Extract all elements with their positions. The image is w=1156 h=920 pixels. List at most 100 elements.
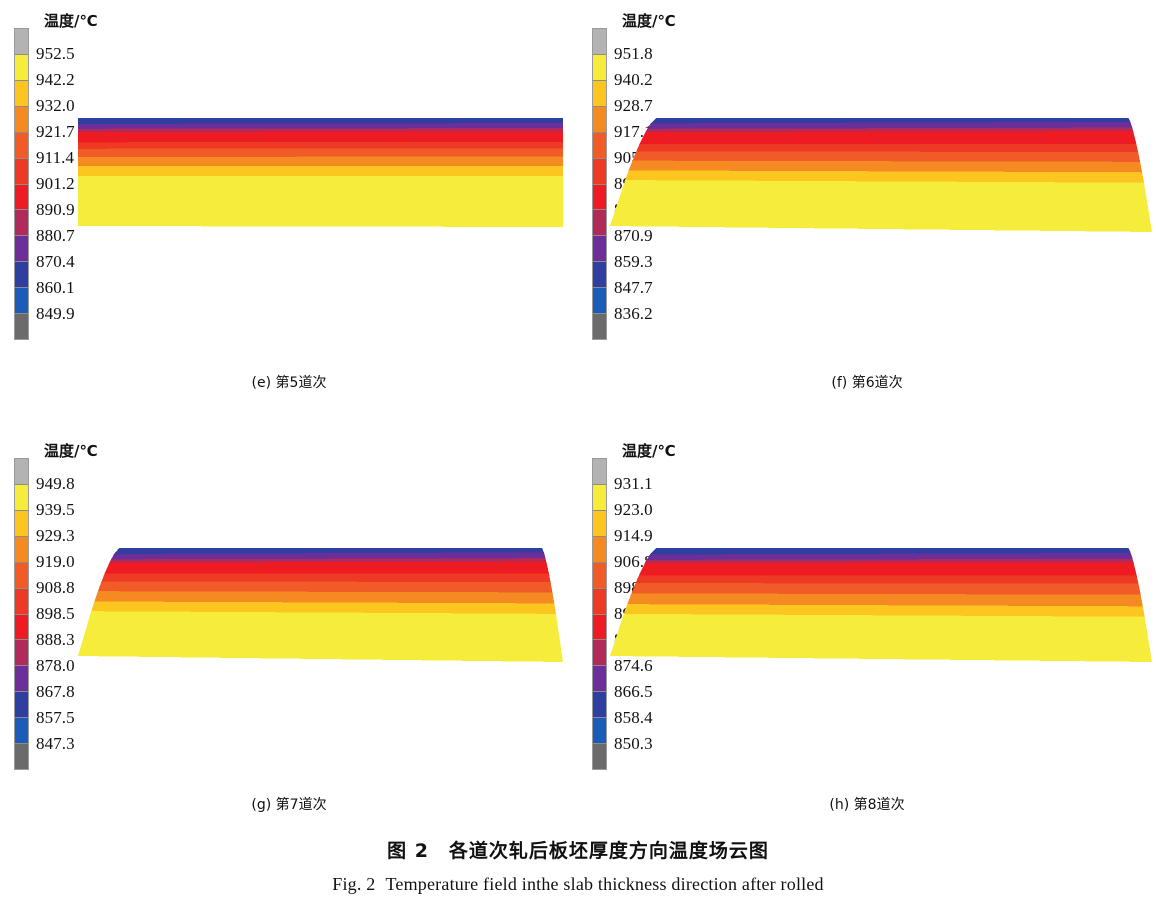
contour-band-4	[635, 575, 1139, 584]
colorbar-swatch-5	[15, 588, 28, 615]
colorbar-tick-label: 939.5	[36, 500, 75, 519]
colorbar-swatch-3	[593, 106, 606, 133]
panel-e: 温度/℃ 952.5 942.2 932.0 921.7 911.4 901.2 890.9…	[0, 0, 578, 410]
colorbar-swatches-f	[592, 28, 607, 340]
colorbar-tick-label: 928.7	[614, 96, 653, 115]
panel-f: 温度/℃ 951.8940.2928.7917.1905.5894.0882.4…	[578, 0, 1156, 410]
colorbar-ticks-e: 952.5 942.2 932.0 921.7 911.4 901.2 890.9 880.7…	[36, 28, 186, 340]
colorbar-tick-label: 931.1	[614, 474, 653, 493]
colorbar-title-e: 温度/℃	[44, 12, 98, 30]
colorbar-swatch-3	[593, 536, 606, 563]
colorbar-swatch-11	[593, 314, 606, 340]
colorbar-tick-label: 880.7	[36, 226, 75, 245]
colorbar-legend-g: 温度/℃ 949.8 939.5 929.3 919.0 908.8 898.5 888.3…	[14, 442, 194, 772]
colorbar-swatch-1	[15, 54, 28, 81]
colorbar-tick-label: 878.0	[36, 656, 75, 675]
figure-caption-en-text: Temperature field inthe slab thickness d…	[385, 874, 824, 894]
colorbar-swatch-11	[15, 744, 28, 770]
contour-band-0	[78, 118, 563, 124]
colorbar-tick-label: 908.8	[36, 578, 75, 597]
colorbar-tick-label: 921.7	[36, 122, 75, 141]
colorbar-tick-label: 850.3	[614, 734, 653, 753]
colorbar-swatch-6	[593, 614, 606, 641]
colorbar-swatch-6	[15, 184, 28, 211]
colorbar-swatch-3	[15, 106, 28, 133]
contour-band-2	[644, 558, 1134, 564]
contour-band-7	[625, 170, 1144, 183]
subcaption-g: (g) 第7道次	[251, 797, 327, 813]
contour-band-0	[649, 548, 1131, 555]
colorbar-legend-e: 温度/℃ 952.5 942.2 932.0 921.7 911.4 901.2 890.9…	[14, 12, 194, 342]
colorbar-tick-label: 847.7	[614, 278, 653, 297]
colorbar-tick-label: 929.3	[36, 526, 75, 545]
contour-band-5	[631, 583, 1141, 595]
colorbar-tick-label: 857.5	[36, 708, 75, 727]
contour-band-1	[647, 121, 1133, 129]
colorbar-tick-label: 860.1	[36, 278, 75, 297]
colorbar-swatch-1	[15, 484, 28, 511]
slab-contour-e	[78, 118, 563, 227]
colorbar-swatch-8	[15, 236, 28, 263]
colorbar-title-h: 温度/℃	[622, 442, 676, 460]
colorbar-tick-label: 923.0	[614, 500, 653, 519]
contour-band-3	[104, 561, 549, 574]
colorbar-swatch-10	[593, 718, 606, 745]
colorbar-tick-label: 866.5	[614, 682, 653, 701]
colorbar-tick-label: 870.9	[614, 226, 653, 245]
colorbar-swatch-0	[593, 29, 606, 55]
contour-band-7	[91, 601, 557, 614]
contour-band-2	[645, 127, 1134, 133]
colorbar-tick-label: 951.8	[614, 44, 653, 63]
contour-band-3	[78, 131, 563, 143]
contour-band-5	[97, 581, 553, 593]
colorbar-swatch-11	[593, 744, 606, 770]
contour-band-6	[627, 593, 1143, 607]
colorbar-swatch-0	[15, 29, 28, 55]
colorbar-title-f: 温度/℃	[622, 12, 676, 30]
panel-h: 温度/℃ 931.1923.0914.9906.8898.8890.7882.6…	[578, 430, 1156, 840]
colorbar-swatch-1	[593, 54, 606, 81]
colorbar-swatch-9	[15, 262, 28, 289]
contour-band-0	[650, 118, 1131, 124]
colorbar-tick-label: 919.0	[36, 552, 75, 571]
colorbar-tick-label: 858.4	[614, 708, 653, 727]
colorbar-tick-label: 932.0	[36, 96, 75, 115]
colorbar-swatch-3	[15, 536, 28, 563]
contour-band-2	[109, 558, 547, 563]
contour-band-6	[94, 591, 555, 604]
colorbar-tick-label: 898.5	[36, 604, 75, 623]
colorbar-tick-label: 859.3	[614, 252, 653, 271]
contour-band-8	[610, 180, 1152, 232]
colorbar-swatch-4	[593, 132, 606, 159]
colorbar-swatch-7	[593, 640, 606, 667]
colorbar-swatch-0	[593, 459, 606, 485]
colorbar-swatch-7	[15, 640, 28, 667]
colorbar-ticks-g: 949.8 939.5 929.3 919.0 908.8 898.5 888.3 878.0…	[36, 458, 186, 770]
figure-caption-en: Fig. 2 Temperature field inthe slab thick…	[0, 874, 1156, 895]
colorbar-swatch-7	[15, 210, 28, 237]
colorbar-tick-label: 952.5	[36, 44, 75, 63]
colorbar-swatches-g	[14, 458, 29, 770]
colorbar-swatch-10	[15, 288, 28, 315]
slab-contour-g	[78, 548, 563, 662]
contour-band-8	[78, 175, 563, 227]
colorbar-swatches-h	[592, 458, 607, 770]
contour-band-1	[646, 552, 1133, 560]
colorbar-tick-label: 890.9	[36, 200, 75, 219]
panel-g: 温度/℃ 949.8 939.5 929.3 919.0 908.8 898.5 888.3…	[0, 430, 578, 840]
figure-caption-en-label: Fig. 2	[332, 874, 376, 894]
slab-contour-h	[610, 548, 1152, 662]
colorbar-swatch-0	[15, 459, 28, 485]
colorbar-tick-label: 874.6	[614, 656, 653, 675]
contour-band-5	[78, 148, 563, 157]
colorbar-swatch-5	[593, 588, 606, 615]
subcaption-f: (f) 第6道次	[831, 375, 903, 391]
colorbar-swatch-2	[593, 80, 606, 107]
contour-band-4	[78, 141, 563, 149]
contour-band-8	[610, 613, 1152, 662]
contour-band-7	[623, 604, 1145, 617]
contour-band-6	[78, 156, 563, 167]
colorbar-swatch-1	[593, 484, 606, 511]
contour-band-7	[78, 165, 563, 176]
